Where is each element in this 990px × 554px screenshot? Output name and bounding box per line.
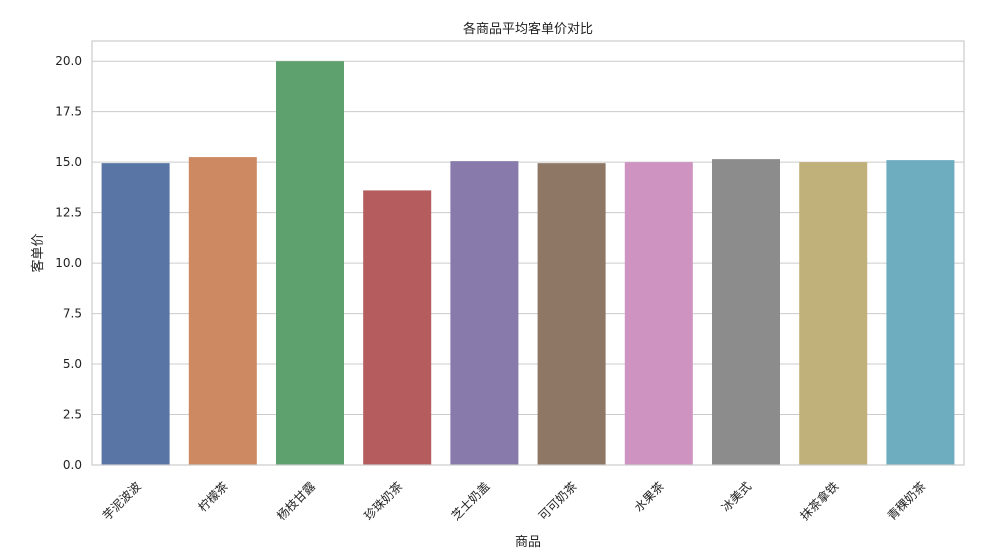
y-tick-label: 5.0 [63,357,82,371]
x-tick-label: 可可奶茶 [535,479,580,524]
x-tick-labels: 芋泥波波 柠檬茶 杨枝甘露 珍珠奶茶 芝士奶盖 可可奶茶 水果茶 冰美式 抹茶拿铁 青稞奶茶 [100,479,929,524]
chart-title: 各商品平均客单价对比 [463,21,593,37]
y-tick-label: 15.0 [55,155,82,169]
y-tick-label: 10.0 [55,256,82,270]
x-tick-label: 抹茶拿铁 [797,479,842,524]
y-tick-label: 17.5 [55,105,82,119]
x-tick-label: 芝士奶盖 [448,479,493,524]
bar [450,161,519,465]
x-tick-label: 柠檬茶 [195,479,231,515]
bars [101,61,955,465]
y-tick-label: 2.5 [63,408,82,422]
bar [537,163,606,465]
bar [886,160,955,465]
bar [799,162,868,465]
bar [188,157,257,465]
x-tick-label: 冰美式 [719,479,754,514]
bar [101,163,170,465]
y-tick-label: 0.0 [63,458,82,472]
x-axis-label: 商品 [515,535,541,550]
bar [624,162,693,465]
y-axis-label: 客单价 [30,233,46,272]
x-tick-label: 珍珠奶茶 [361,479,406,524]
y-tick-labels: 0.0 2.5 5.0 7.5 10.0 12.5 15.0 17.5 20.0 [55,54,82,472]
bar [711,159,781,465]
x-tick-label: 青稞奶茶 [884,479,929,524]
plot-frame [91,40,965,466]
x-tick-label: 杨枝甘露 [274,479,319,524]
y-tick-label: 12.5 [55,206,82,220]
x-tick-label: 芋泥波波 [100,479,144,523]
x-tick-label: 水果茶 [631,479,667,515]
y-tick-label: 20.0 [55,54,82,68]
bar [275,61,345,465]
bar [363,190,432,465]
y-tick-label: 7.5 [63,307,82,321]
